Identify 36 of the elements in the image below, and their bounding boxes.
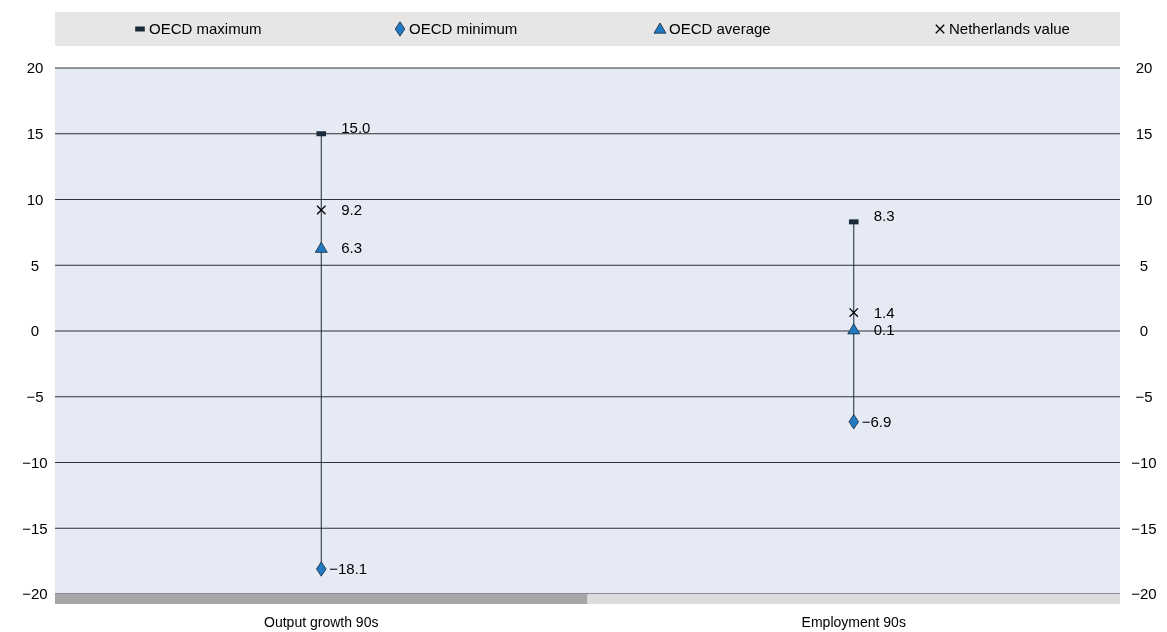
x-tick-label: Output growth 90s [264,614,379,630]
y-tick-label: −5 [26,388,44,405]
y2-tick-label: 5 [1139,256,1149,274]
y2-tick-label: −15 [1131,519,1157,537]
point [848,307,859,318]
data-label: −18.1 [329,560,368,578]
y-tick-label: 15 [26,125,44,142]
y2-tick-label: −10 [1131,453,1157,471]
y2-tick-label: 0 [1139,322,1149,340]
data-label: 9.2 [341,201,363,219]
y2-tick-label: −5 [1135,388,1153,405]
legend-label: OECD maximum [149,20,262,38]
legend-label: Netherlands value [949,20,1070,38]
data-label: 0.1 [873,320,895,338]
point [314,241,328,253]
data-label: 1.4 [873,303,895,321]
point [847,323,861,335]
data-label: 6.3 [341,239,363,257]
y2-tick-label: −20 [1131,585,1157,603]
y2-tick-label: 10 [1135,190,1153,208]
y-tick-label: 5 [30,256,40,274]
y-tick-label: 20 [26,59,44,77]
data-label: 8.3 [873,207,895,225]
legend-label: OECD average [669,20,771,38]
y2-tick-label: 20 [1135,59,1153,77]
x-tick-label: Employment 90s [801,614,906,630]
point [316,205,327,215]
y-tick-label: −15 [22,519,48,537]
y-tick-label: −10 [22,453,48,471]
y-tick-label: −20 [22,585,48,603]
y2-tick-label: 15 [1135,125,1153,142]
y-tick-label: 0 [30,322,40,340]
data-label: 15.0 [341,119,371,136]
y-tick-label: 10 [26,190,44,208]
legend-label: OECD minimum [409,20,518,38]
data-label: −6.9 [861,412,892,430]
